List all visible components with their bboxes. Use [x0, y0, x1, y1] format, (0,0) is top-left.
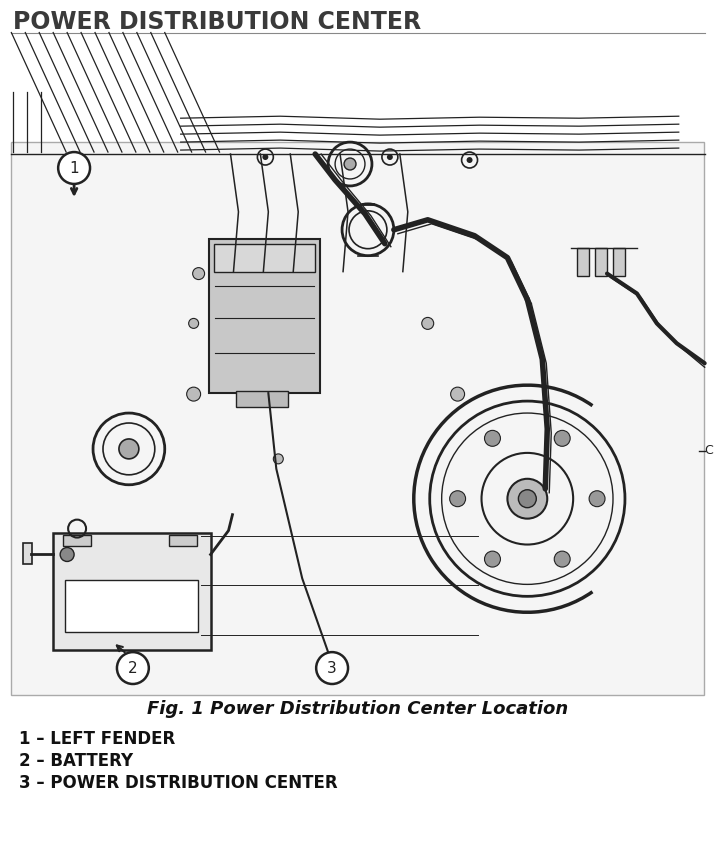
Circle shape	[262, 154, 268, 160]
Circle shape	[316, 652, 348, 684]
Text: 3: 3	[327, 660, 337, 676]
Circle shape	[508, 479, 547, 518]
Circle shape	[274, 454, 284, 464]
Circle shape	[58, 152, 90, 184]
Circle shape	[188, 318, 198, 328]
Text: 2 – BATTERY: 2 – BATTERY	[19, 751, 133, 769]
Text: 1 – LEFT FENDER: 1 – LEFT FENDER	[19, 730, 175, 748]
Text: 3 – POWER DISTRIBUTION CENTER: 3 – POWER DISTRIBUTION CENTER	[19, 774, 338, 791]
Circle shape	[60, 547, 74, 562]
Bar	[208, 239, 320, 393]
Circle shape	[422, 317, 434, 329]
Bar	[595, 248, 607, 276]
Bar	[63, 534, 91, 545]
Bar	[169, 534, 197, 545]
Bar	[53, 533, 211, 650]
Circle shape	[467, 157, 473, 163]
Circle shape	[485, 551, 500, 567]
Text: POWER DISTRIBUTION CENTER: POWER DISTRIBUTION CENTER	[14, 9, 422, 34]
Bar	[213, 243, 315, 271]
Text: Fig. 1 Power Distribution Center Location: Fig. 1 Power Distribution Center Locatio…	[147, 700, 569, 718]
Circle shape	[450, 491, 465, 506]
Circle shape	[554, 551, 570, 567]
Circle shape	[589, 491, 605, 506]
Bar	[193, 468, 486, 685]
Circle shape	[344, 158, 356, 170]
Circle shape	[518, 489, 536, 508]
Circle shape	[387, 154, 393, 160]
Bar	[65, 580, 198, 632]
Text: 2: 2	[128, 660, 137, 676]
Circle shape	[119, 439, 139, 459]
Circle shape	[485, 431, 500, 446]
Bar	[577, 248, 589, 276]
Circle shape	[554, 431, 570, 446]
Text: C: C	[705, 444, 713, 457]
Text: 1: 1	[69, 161, 79, 175]
Bar	[236, 391, 289, 407]
Bar	[24, 543, 32, 564]
Circle shape	[187, 387, 200, 401]
Bar	[11, 142, 704, 695]
Circle shape	[193, 267, 205, 280]
Circle shape	[450, 387, 465, 401]
Bar	[613, 248, 625, 276]
Circle shape	[117, 652, 149, 684]
